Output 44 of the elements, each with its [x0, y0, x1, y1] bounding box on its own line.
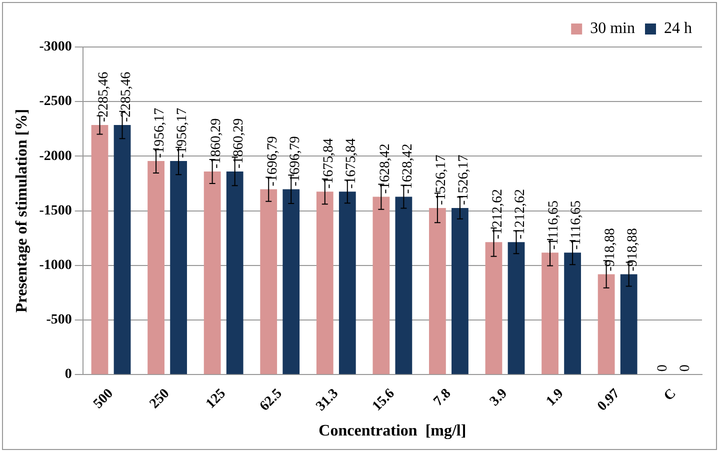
- y-tick-label: -3000: [39, 40, 72, 55]
- data-label: -1956,17: [152, 108, 168, 158]
- x-axis-title: Concentration [mg/l]: [318, 422, 466, 440]
- x-tick-label: C: [661, 386, 680, 404]
- x-tick-label: 62.5: [257, 386, 286, 414]
- x-tick-label: 125: [204, 386, 229, 412]
- x-tick-label: 0.97: [595, 386, 623, 414]
- data-label: -1116,65: [546, 200, 562, 250]
- y-tick-label: -1500: [39, 203, 72, 218]
- data-label: -2285,46: [118, 72, 134, 122]
- data-label: -1212,62: [512, 189, 528, 240]
- data-label: -1860,29: [232, 118, 247, 168]
- x-tick-label: 3.9: [487, 386, 510, 410]
- data-label: -1860,29: [208, 118, 224, 168]
- y-tick-label: -2000: [39, 148, 72, 164]
- data-label: -1116,65: [569, 200, 584, 250]
- data-label: -1526,17: [456, 154, 472, 205]
- y-tick-label: 0: [64, 367, 72, 382]
- y-tick-label: -1000: [39, 258, 72, 274]
- data-label: -918,88: [626, 228, 640, 272]
- y-axis-title: Presentage of stimulation [%]: [14, 108, 31, 313]
- x-tick-label: 31.3: [314, 386, 342, 414]
- x-tick-label: 15.6: [370, 386, 398, 414]
- data-label: -1628,42: [378, 144, 393, 194]
- data-label: -918,88: [602, 228, 618, 272]
- data-label: -2285,46: [96, 72, 112, 122]
- data-label: -1628,42: [400, 144, 416, 194]
- y-tick-label: -2500: [39, 94, 72, 110]
- data-label: -1675,84: [322, 138, 337, 189]
- x-tick-label: 1.9: [544, 386, 567, 410]
- x-tick-label: 7.8: [431, 386, 454, 410]
- data-label: -1212,62: [490, 189, 506, 240]
- data-label: 0: [678, 364, 693, 372]
- data-label: -1526,17: [434, 154, 450, 205]
- x-tick-label: 500: [90, 386, 116, 412]
- x-tick-label: 250: [147, 386, 173, 412]
- data-label: -1696,79: [288, 136, 303, 186]
- data-label: -1696,79: [265, 136, 280, 186]
- legend-label: 24 h: [664, 20, 692, 38]
- data-label: -1956,17: [175, 108, 190, 158]
- y-tick-label: -500: [46, 312, 72, 328]
- legend-label: 30 min: [590, 20, 635, 38]
- data-label: 0: [655, 364, 670, 372]
- data-label: -1675,84: [344, 138, 360, 189]
